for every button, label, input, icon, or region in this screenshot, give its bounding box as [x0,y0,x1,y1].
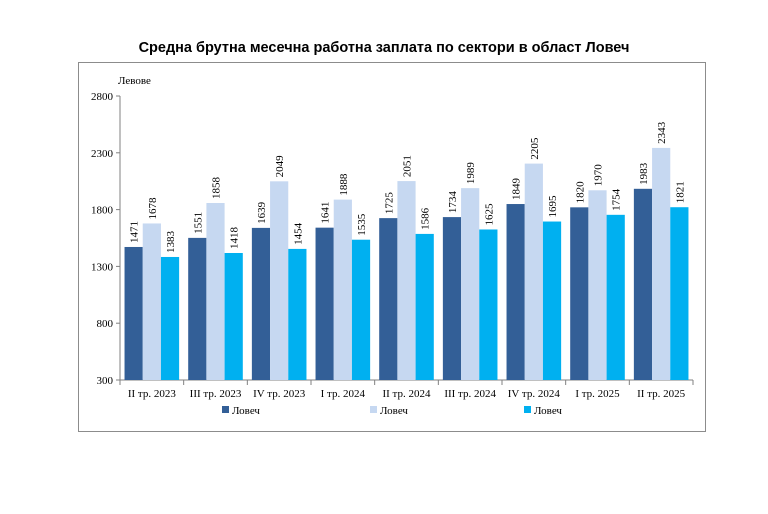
bar [270,181,289,380]
bar [415,233,434,380]
legend-swatch [222,406,229,413]
chart-frame [78,62,706,432]
data-label: 1551 [192,212,204,234]
data-label: 1734 [447,191,459,214]
x-tick-label: I тр. 2024 [321,388,366,400]
x-tick-label: III тр. 2024 [444,388,496,400]
y-tick-label: 800 [97,318,114,330]
y-tick-label: 2300 [91,148,114,160]
data-label: 1695 [547,195,559,218]
x-tick-label: IV тр. 2024 [508,388,561,400]
bar [652,147,671,380]
data-label: 1535 [356,213,368,236]
data-label: 1471 [129,221,141,243]
data-label: 1639 [256,201,268,224]
data-label: 2343 [656,121,668,144]
legend-label: Ловеч [232,405,260,417]
chart-title: Средна брутна месечна работна заплата по… [138,40,630,56]
legend-label: Ловеч [380,405,408,417]
bar [315,227,334,380]
data-label: 1858 [211,177,223,200]
data-label: 1725 [383,192,395,215]
data-label: 1383 [165,230,177,253]
bar [588,190,607,380]
x-tick-label: II тр. 2023 [128,388,177,400]
y-tick-label: 300 [97,375,114,387]
data-label: 1754 [611,188,623,211]
y-tick-label: 2800 [91,91,114,103]
bar [379,218,398,380]
data-label: 1989 [465,162,477,185]
bar [188,237,207,380]
data-label: 2051 [402,155,414,177]
bar [142,223,161,380]
bar [224,252,243,380]
data-label: 2205 [529,137,541,160]
legend-swatch [524,406,531,413]
x-tick-label: II тр. 2025 [637,388,686,400]
bar [570,207,589,380]
bar [461,188,480,380]
y-tick-label: 1300 [91,261,114,273]
data-label: 1849 [511,178,523,201]
data-label: 1586 [420,207,432,230]
y-tick-label: 1800 [91,205,114,217]
data-label: 1678 [147,197,159,220]
bar [524,163,543,380]
data-label: 1625 [483,203,495,226]
data-label: 1983 [638,162,650,185]
bar [542,221,562,380]
x-tick-label: III тр. 2023 [190,388,242,400]
data-label: 1970 [593,164,605,187]
legend-label: Ловеч [534,405,562,417]
bar [351,239,371,380]
bar [288,248,307,380]
bar [633,188,653,380]
x-tick-label: II тр. 2024 [382,388,431,400]
bar [670,207,689,380]
y-axis-label: Левове [118,75,151,87]
x-tick-label: I тр. 2025 [575,388,620,400]
bar [442,217,462,380]
data-label: 1820 [574,181,586,204]
data-label: 1821 [674,181,686,203]
data-label: 1888 [338,173,350,196]
bar [606,214,625,380]
bar [124,246,143,380]
bar [397,181,416,380]
data-label: 1454 [292,222,304,245]
data-label: 2049 [274,155,286,178]
bar [206,203,225,380]
data-label: 1418 [229,226,241,249]
x-tick-label: IV тр. 2023 [253,388,306,400]
bar [251,227,271,380]
bar [479,229,498,380]
bar [160,256,180,380]
legend-swatch [370,406,377,413]
data-label: 1641 [320,202,332,224]
bar [333,199,352,380]
bar [506,204,525,380]
